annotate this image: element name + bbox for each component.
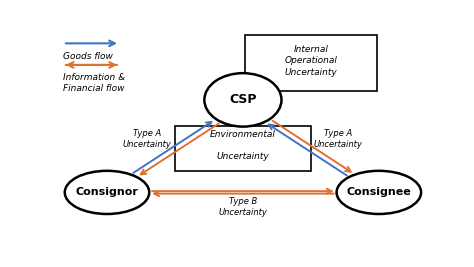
Ellipse shape bbox=[65, 171, 149, 214]
Text: Type A
Uncertainty: Type A Uncertainty bbox=[314, 129, 363, 149]
Text: Type A
Uncertainty: Type A Uncertainty bbox=[123, 129, 172, 149]
Text: Goods flow: Goods flow bbox=[63, 52, 113, 61]
Text: Internal
Operational
Uncertainty: Internal Operational Uncertainty bbox=[284, 45, 337, 77]
Text: Environmental

Uncertainty: Environmental Uncertainty bbox=[210, 129, 276, 161]
Ellipse shape bbox=[337, 171, 421, 214]
Text: Consignee: Consignee bbox=[346, 187, 411, 197]
Text: Type B
Uncertainty: Type B Uncertainty bbox=[219, 197, 267, 217]
Text: CSP: CSP bbox=[229, 93, 257, 106]
Ellipse shape bbox=[204, 73, 282, 127]
FancyBboxPatch shape bbox=[245, 35, 377, 91]
Text: Information &
Financial flow: Information & Financial flow bbox=[63, 73, 125, 93]
Text: Consignor: Consignor bbox=[75, 187, 138, 197]
FancyBboxPatch shape bbox=[175, 125, 311, 171]
